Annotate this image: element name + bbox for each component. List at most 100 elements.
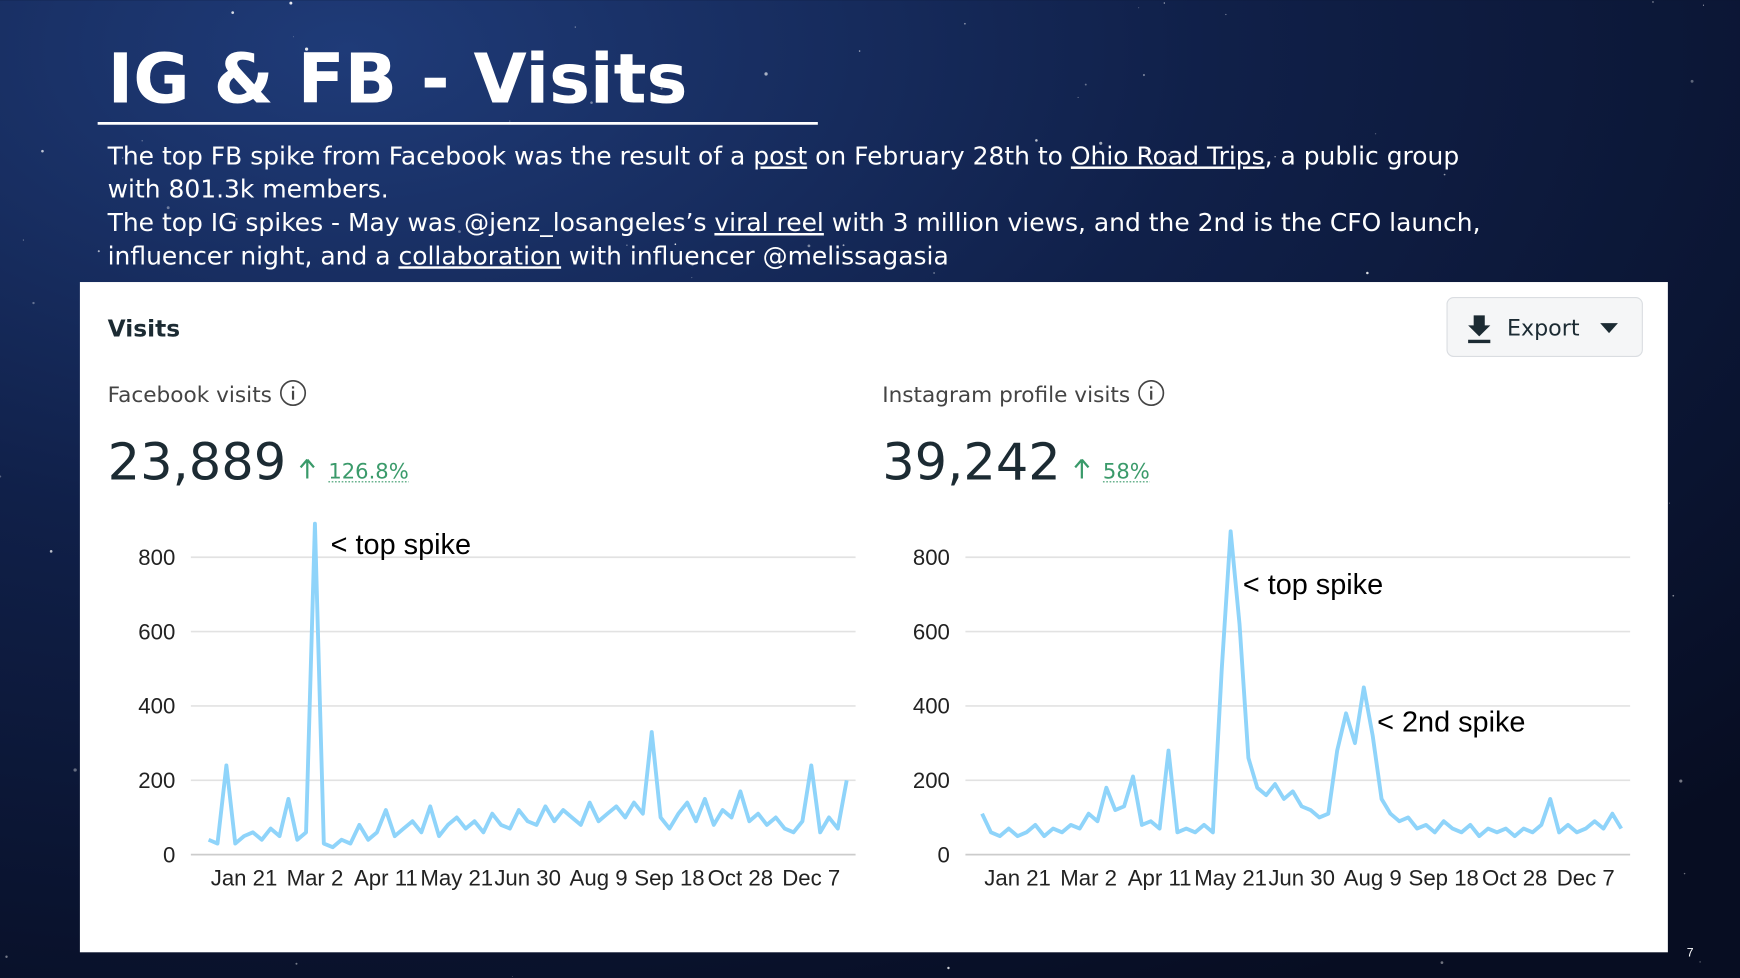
star — [691, 263, 694, 267]
annotation: < top spike — [331, 529, 471, 561]
star — [1443, 173, 1446, 176]
button-bg[interactable] — [1446, 297, 1643, 357]
star — [1690, 79, 1694, 83]
text-run: on February 28th to — [807, 141, 1071, 170]
star — [1274, 156, 1276, 158]
star — [292, 36, 295, 38]
star — [1683, 872, 1686, 875]
star — [5, 955, 8, 958]
star — [97, 250, 100, 253]
star — [1672, 594, 1675, 597]
chart-title: Facebook visits — [108, 383, 272, 408]
card-title: Visits — [108, 315, 180, 342]
x-tick-label: Apr 11 — [354, 866, 418, 891]
y-tick-label: 0 — [938, 842, 950, 867]
annotation: < top spike — [1243, 569, 1383, 601]
up-arrow — [1074, 458, 1090, 479]
star — [295, 962, 298, 965]
line — [980, 529, 1623, 839]
x-tick-label: Jan 21 — [211, 866, 278, 891]
star — [947, 966, 950, 970]
x-tick-label: Jun 30 — [1268, 866, 1335, 891]
star — [1138, 7, 1140, 9]
star — [122, 157, 124, 159]
star — [807, 244, 811, 248]
star — [1440, 961, 1444, 965]
text-run: The top FB spike from Facebook was the r… — [107, 141, 754, 170]
up-arrow — [299, 458, 315, 479]
star — [1679, 779, 1683, 783]
x-tick-label: Jun 30 — [494, 866, 561, 891]
x-tick-label: Oct 28 — [708, 866, 773, 891]
star — [933, 272, 935, 274]
star — [458, 230, 461, 233]
star — [1077, 96, 1079, 98]
text-run: , a public group — [1265, 141, 1460, 170]
star — [304, 47, 309, 51]
star — [703, 217, 706, 220]
export-button[interactable]: Export — [1446, 297, 1643, 357]
info-icon-dot — [1150, 386, 1153, 389]
info-icon-bar — [291, 390, 295, 400]
star — [235, 218, 238, 221]
x-tick-label: Mar 2 — [1060, 866, 1117, 891]
description-line: with 801.3k members. — [108, 175, 389, 204]
star — [1652, 1, 1654, 3]
link: post — [753, 141, 807, 170]
star — [511, 975, 513, 977]
star — [257, 163, 260, 165]
star — [574, 26, 576, 28]
star — [1142, 73, 1146, 77]
total: 23,889 — [108, 434, 287, 493]
y-tick-label: 800 — [913, 545, 950, 570]
info-icon — [279, 379, 307, 407]
x-tick-label: Dec 7 — [1557, 866, 1615, 891]
star — [1035, 139, 1038, 142]
text-run: with 801.3k members. — [108, 175, 389, 204]
star — [166, 206, 170, 210]
info-icon-bar — [1150, 390, 1153, 400]
star — [1084, 83, 1087, 86]
star — [141, 140, 143, 142]
description-line: The top FB spike from Facebook was the r… — [107, 141, 1460, 170]
star — [1699, 961, 1701, 963]
slide-title: IG & FB - Visits — [108, 39, 688, 119]
star — [1225, 13, 1227, 16]
line — [207, 521, 849, 850]
star — [73, 768, 77, 772]
star — [49, 550, 53, 553]
chart: Facebook visits 23,889 126.8% 0 200 400 600 800… — [108, 379, 856, 891]
download-icon — [1468, 315, 1491, 344]
star — [858, 50, 861, 52]
change: 58% — [1103, 458, 1150, 483]
star — [289, 1, 293, 5]
x-tick-label: May 21 — [420, 866, 493, 891]
star — [691, 277, 693, 279]
star — [626, 244, 628, 246]
x-tick-label: Jan 21 — [984, 866, 1051, 891]
star — [1366, 271, 1369, 275]
x-tick-label: Aug 9 — [570, 866, 628, 891]
star — [41, 149, 44, 153]
info-icon — [1138, 379, 1165, 407]
text-run: with 3 million views, and the 2nd is the… — [824, 208, 1481, 237]
star — [590, 101, 593, 104]
x-tick-label: Dec 7 — [782, 866, 840, 891]
star — [1099, 141, 1103, 145]
total: 39,242 — [882, 434, 1061, 493]
x-tick-label: Sep 18 — [634, 866, 704, 891]
star — [674, 243, 677, 246]
chart-title: Instagram profile visits — [882, 383, 1130, 408]
star — [0, 475, 2, 478]
x-tick-label: Sep 18 — [1409, 866, 1479, 891]
star — [231, 11, 235, 14]
y-tick-label: 200 — [913, 768, 950, 793]
button-label[interactable]: Export — [1507, 315, 1580, 341]
description-line: influencer night, and a collaboration wi… — [108, 241, 949, 270]
y-tick-label: 600 — [138, 619, 175, 644]
x-tick-label: Apr 11 — [1128, 866, 1192, 891]
star — [964, 22, 966, 25]
y-tick-label: 200 — [138, 768, 175, 793]
info-icon-dot — [291, 386, 295, 389]
